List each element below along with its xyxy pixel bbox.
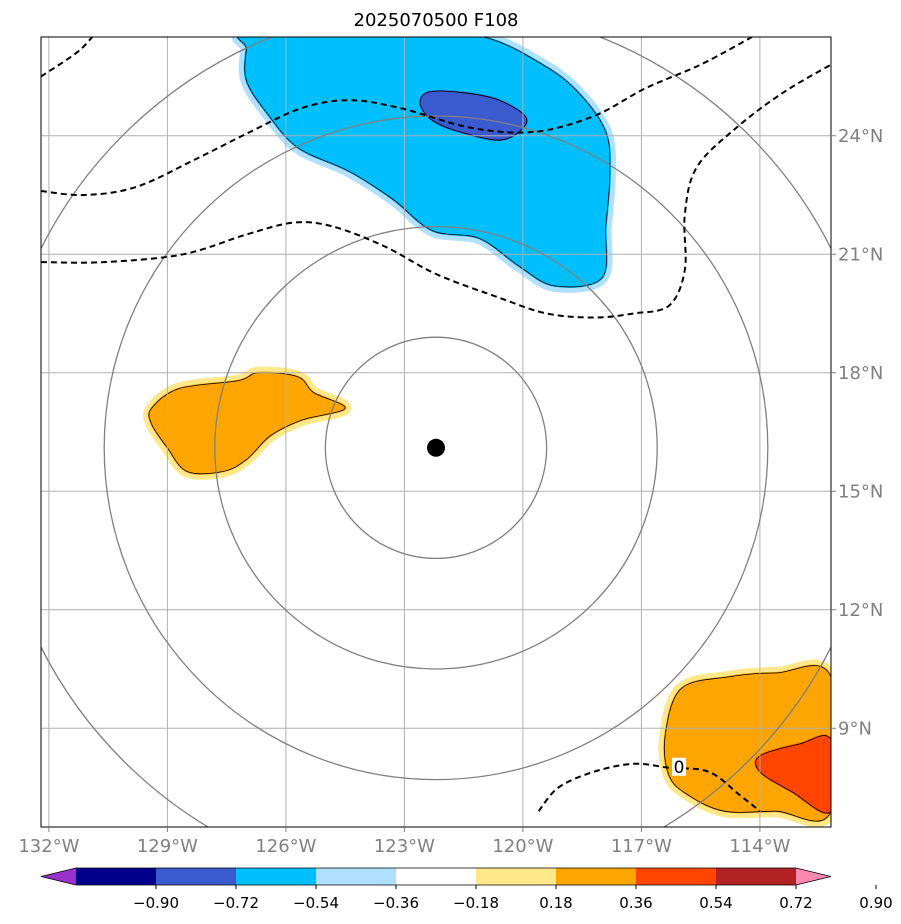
y-tick-label: 24°N [838, 126, 883, 147]
chart-title: 2025070500 F108 [354, 10, 519, 31]
colorbar-segment [236, 868, 317, 885]
filled-region-outline-1 [419, 90, 528, 141]
storm-center [427, 438, 445, 457]
x-tick-label: 132°W [18, 836, 79, 857]
colorbar-tick-label: −0.18 [453, 894, 499, 912]
colorbar-segment [316, 868, 397, 885]
colorbar-segment [716, 868, 797, 885]
filled-region-outline-3 [663, 665, 831, 822]
colorbar-tick-label: −0.36 [373, 894, 419, 912]
colorbar-extend-low [41, 868, 76, 885]
y-axis-ticks: 9°N 12°N 15°N 18°N 21°N 24°N [831, 126, 883, 739]
contour-line-0 [537, 762, 761, 812]
colorbar-segment [396, 868, 477, 885]
contour-line-3 [41, 37, 94, 78]
x-tick-label: 114°W [729, 836, 790, 857]
map-area: 0 [41, 37, 831, 827]
y-tick-label: 21°N [838, 244, 883, 265]
colorbar-segment [636, 868, 717, 885]
filled-region-outline-2 [148, 372, 346, 475]
map-frame [40, 36, 832, 828]
y-tick-label: 15°N [838, 481, 883, 502]
colorbar-tick-label: 0.36 [619, 894, 652, 912]
colorbar-segment [556, 868, 637, 885]
colorbar-tick-label: −0.72 [213, 894, 259, 912]
x-tick-label: 126°W [255, 836, 316, 857]
y-tick-label: 12°N [838, 600, 883, 621]
colorbar-segment [476, 868, 557, 885]
x-axis-ticks: 132°W 129°W 126°W 123°W 120°W 117°W 114°W [18, 827, 791, 857]
y-tick-label: 18°N [838, 363, 883, 384]
storm-center-dot [427, 438, 445, 457]
range-ring [324, 336, 548, 560]
contour-label: 0 [674, 758, 685, 778]
colorbar-tick-label: 0.18 [539, 894, 572, 912]
colorbar-tick-label: −0.90 [133, 894, 179, 912]
lat-lon-grid [41, 37, 831, 827]
contour-label-bg [672, 757, 687, 776]
range-ring [103, 115, 769, 781]
range-ring [214, 225, 658, 670]
filled-region-outline-0 [237, 37, 611, 288]
colorbar-segment [156, 868, 237, 885]
y-tick-label: 9°N [838, 718, 872, 739]
colorbar: −0.90 −0.72 −0.54 −0.36 −0.18 0.18 0.36 0.54 0.7… [40, 867, 893, 912]
colorbar-extend-high [796, 868, 831, 885]
line-contours: 0 [41, 37, 831, 812]
colorbar-tick-label: 0.72 [779, 894, 812, 912]
x-tick-label: 129°W [137, 836, 198, 857]
colorbar-tick-label: 0.90 [859, 894, 892, 912]
colorbar-tick-label: 0.54 [699, 894, 732, 912]
contour-line-2 [41, 37, 753, 197]
filled-contours [142, 37, 831, 827]
range-rings [41, 37, 831, 827]
contour-line-1 [41, 63, 831, 319]
x-tick-label: 123°W [374, 836, 435, 857]
colorbar-outline [40, 867, 832, 886]
x-tick-label: 120°W [492, 836, 553, 857]
colorbar-tick-label: −0.54 [293, 894, 339, 912]
colorbar-segment [76, 868, 157, 885]
x-tick-label: 117°W [611, 836, 672, 857]
